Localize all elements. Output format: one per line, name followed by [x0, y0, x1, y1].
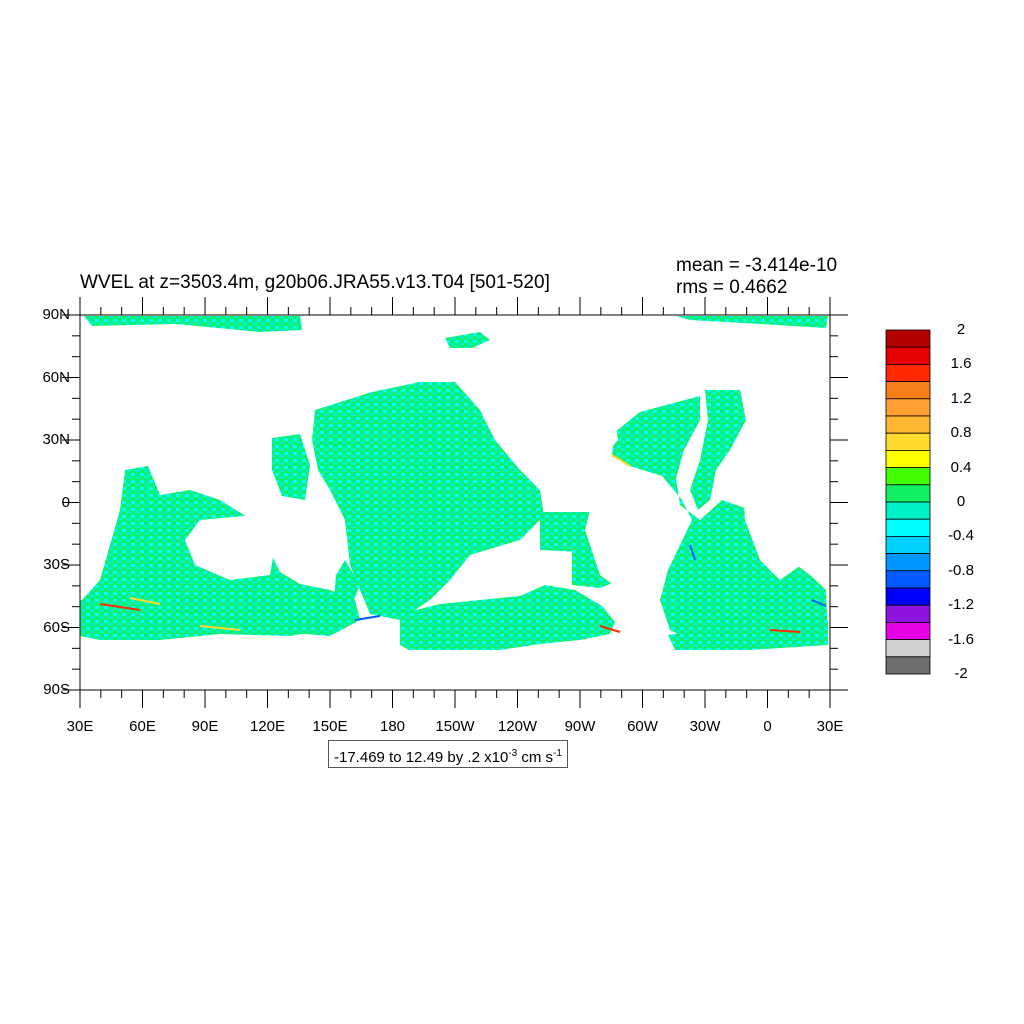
contour-range-note: -17.469 to 12.49 by .2 x10-3 cm s-1 — [328, 740, 568, 768]
colorbar-swatch — [885, 656, 931, 675]
y-tick-label: 60N — [42, 368, 70, 386]
east-asia-marginal-seas — [272, 434, 310, 500]
colorbar-swatch — [885, 570, 931, 589]
colorbar-swatch — [885, 639, 931, 658]
y-tick-label: 0 — [61, 493, 70, 511]
x-tick-label: 90E — [191, 718, 219, 735]
x-tick-label: 90W — [564, 718, 596, 735]
x-tick-label: 30E — [816, 718, 844, 735]
colorbar-label: -0.8 — [948, 561, 974, 579]
mean-stat: mean = -3.414e-10 — [676, 255, 838, 276]
colorbar-swatch — [885, 467, 931, 486]
colorbar-swatch — [885, 484, 931, 503]
pacific-ocean — [312, 382, 544, 620]
colorbar-swatch — [885, 346, 931, 365]
africa-land — [742, 470, 820, 580]
colorbar-swatch — [885, 381, 931, 400]
colorbar-label: 0 — [956, 493, 966, 510]
colorbar-label: 1.2 — [950, 389, 972, 407]
colorbar-swatch — [885, 449, 931, 468]
y-tick-label: 90N — [42, 306, 70, 323]
range-prefix: -17.469 to 12.49 by .2 x10 — [334, 749, 509, 766]
y-tick-label: 90S — [43, 681, 70, 698]
x-tick-label: 30W — [689, 718, 721, 735]
arctic-strip-west — [84, 316, 302, 332]
colorbar-label: 1.6 — [950, 355, 972, 373]
rms-stat: rms = 0.4662 — [676, 277, 788, 298]
x-tick-label: 60W — [627, 718, 658, 735]
colorbar-swatch — [885, 432, 931, 451]
x-tick-label: 120E — [249, 718, 286, 735]
colorbar-label: -1.6 — [948, 630, 974, 648]
north-america-land — [500, 380, 618, 470]
range-unit: cm s — [517, 749, 554, 766]
south-indian-ocean — [80, 596, 325, 640]
map-field — [80, 316, 830, 690]
colorbar-swatch — [885, 536, 931, 555]
colorbar-swatch — [885, 501, 931, 520]
colorbar-label: -1.2 — [948, 596, 974, 614]
south-america-land — [585, 470, 655, 590]
x-tick-label: 30E — [66, 718, 94, 735]
colorbar-label: 0.4 — [950, 458, 972, 476]
arctic-patch — [445, 332, 490, 348]
southern-ocean-atlantic — [668, 620, 828, 652]
antarctic-land — [80, 650, 830, 690]
south-pacific-sector — [400, 585, 615, 656]
edge-highlight-red — [99, 603, 801, 633]
colorbar-swatch — [885, 398, 931, 417]
colorbar-label: -0.4 — [948, 527, 974, 545]
colorbar-swatch — [885, 587, 931, 606]
x-tick-label: 150E — [312, 718, 348, 735]
edge-highlight-blue — [354, 544, 827, 621]
map-frame — [62, 297, 848, 708]
y-tick-label: 60S — [43, 618, 70, 636]
tasman-sea-area — [334, 560, 360, 610]
range-exponent-1: -3 — [508, 748, 518, 759]
range-exponent-2: -1 — [553, 748, 562, 759]
y-tick-label: 30S — [43, 556, 70, 573]
colorbar-swatch — [885, 553, 931, 572]
y-tick-label: 30N — [42, 431, 70, 448]
atlantic-ocean — [612, 396, 828, 645]
colorbar-swatch — [885, 329, 931, 348]
plot-title: WVEL at z=3503.4m, g20b06.JRA55.v13.T04 … — [80, 272, 550, 293]
x-tick-label: 120W — [497, 718, 538, 735]
colorbar-swatch — [885, 415, 931, 434]
arctic-strip-east — [676, 316, 828, 328]
x-tick-label: 180 — [379, 718, 406, 735]
india-land — [88, 468, 122, 520]
australia-land — [185, 515, 275, 580]
colorbar-label: 2 — [956, 321, 966, 338]
axis-ticks — [62, 297, 848, 708]
colorbar-swatch — [885, 363, 931, 382]
colorbar-label: -2 — [954, 665, 968, 682]
x-tick-label: 0 — [763, 718, 772, 735]
colorbar-label: 0.8 — [950, 424, 972, 442]
x-tick-label: 150W — [435, 718, 475, 735]
edge-highlight-yellow — [129, 454, 631, 631]
colorbar-swatch — [885, 622, 931, 641]
north-atlantic — [690, 390, 746, 510]
colorbar-swatch — [885, 604, 931, 623]
colorbar-swatch — [885, 518, 931, 537]
x-tick-label: 60E — [129, 718, 156, 735]
colorbar — [885, 329, 931, 675]
